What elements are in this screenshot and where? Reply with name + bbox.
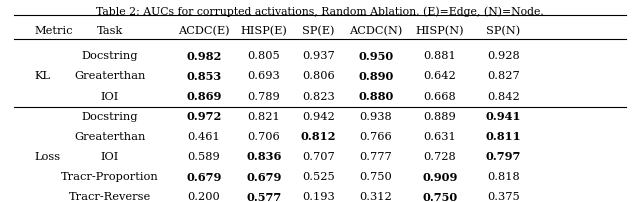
Text: 0.679: 0.679 [246, 172, 282, 183]
Text: 0.706: 0.706 [248, 132, 280, 142]
Text: ACDC(N): ACDC(N) [349, 26, 403, 36]
Text: 0.668: 0.668 [424, 92, 456, 102]
Text: 0.942: 0.942 [302, 112, 335, 122]
Text: 0.200: 0.200 [188, 192, 220, 202]
Text: 0.827: 0.827 [487, 71, 520, 81]
Text: 0.806: 0.806 [302, 71, 335, 81]
Text: 0.693: 0.693 [248, 71, 280, 81]
Text: 0.750: 0.750 [422, 192, 458, 202]
Text: KL: KL [35, 71, 51, 81]
Text: HISP(N): HISP(N) [415, 26, 464, 36]
Text: ACDC(E): ACDC(E) [178, 26, 230, 36]
Text: Loss: Loss [35, 152, 61, 162]
Text: 0.679: 0.679 [186, 172, 221, 183]
Text: SP(E): SP(E) [303, 26, 335, 36]
Text: 0.853: 0.853 [186, 71, 221, 82]
Text: 0.982: 0.982 [186, 51, 221, 62]
Text: 0.193: 0.193 [302, 192, 335, 202]
Text: Docstring: Docstring [81, 112, 138, 122]
Text: 0.889: 0.889 [424, 112, 456, 122]
Text: 0.789: 0.789 [248, 92, 280, 102]
Text: Task: Task [97, 26, 123, 36]
Text: 0.938: 0.938 [360, 112, 392, 122]
Text: 0.818: 0.818 [487, 172, 520, 182]
Text: 0.823: 0.823 [302, 92, 335, 102]
Text: IOI: IOI [100, 152, 119, 162]
Text: 0.577: 0.577 [246, 192, 282, 202]
Text: 0.797: 0.797 [486, 152, 521, 162]
Text: 0.642: 0.642 [424, 71, 456, 81]
Text: 0.880: 0.880 [358, 91, 394, 102]
Text: Metric: Metric [35, 26, 73, 36]
Text: 0.461: 0.461 [188, 132, 220, 142]
Text: 0.821: 0.821 [248, 112, 280, 122]
Text: 0.805: 0.805 [248, 51, 280, 61]
Text: Tracr-Proportion: Tracr-Proportion [61, 172, 159, 182]
Text: 0.881: 0.881 [424, 51, 456, 61]
Text: IOI: IOI [100, 92, 119, 102]
Text: SP(N): SP(N) [486, 26, 521, 36]
Text: 0.766: 0.766 [360, 132, 392, 142]
Text: 0.589: 0.589 [188, 152, 220, 162]
Text: Table 2: AUCs for corrupted activations, Random Ablation. (E)=Edge, (N)=Node.: Table 2: AUCs for corrupted activations,… [96, 7, 544, 17]
Text: 0.842: 0.842 [487, 92, 520, 102]
Text: 0.836: 0.836 [246, 152, 282, 162]
Text: 0.375: 0.375 [487, 192, 520, 202]
Text: 0.312: 0.312 [360, 192, 392, 202]
Text: 0.728: 0.728 [424, 152, 456, 162]
Text: 0.972: 0.972 [186, 111, 221, 122]
Text: 0.937: 0.937 [302, 51, 335, 61]
Text: Docstring: Docstring [81, 51, 138, 61]
Text: 0.941: 0.941 [486, 111, 521, 122]
Text: 0.707: 0.707 [302, 152, 335, 162]
Text: 0.928: 0.928 [487, 51, 520, 61]
Text: Greaterthan: Greaterthan [74, 132, 145, 142]
Text: Greaterthan: Greaterthan [74, 71, 145, 81]
Text: 0.909: 0.909 [422, 172, 458, 183]
Text: 0.869: 0.869 [186, 91, 221, 102]
Text: 0.777: 0.777 [360, 152, 392, 162]
Text: 0.631: 0.631 [424, 132, 456, 142]
Text: 0.525: 0.525 [302, 172, 335, 182]
Text: 0.811: 0.811 [486, 131, 522, 142]
Text: 0.750: 0.750 [360, 172, 392, 182]
Text: 0.890: 0.890 [358, 71, 394, 82]
Text: 0.950: 0.950 [358, 51, 394, 62]
Text: HISP(E): HISP(E) [241, 26, 287, 36]
Text: Tracr-Reverse: Tracr-Reverse [68, 192, 151, 202]
Text: 0.812: 0.812 [301, 131, 337, 142]
